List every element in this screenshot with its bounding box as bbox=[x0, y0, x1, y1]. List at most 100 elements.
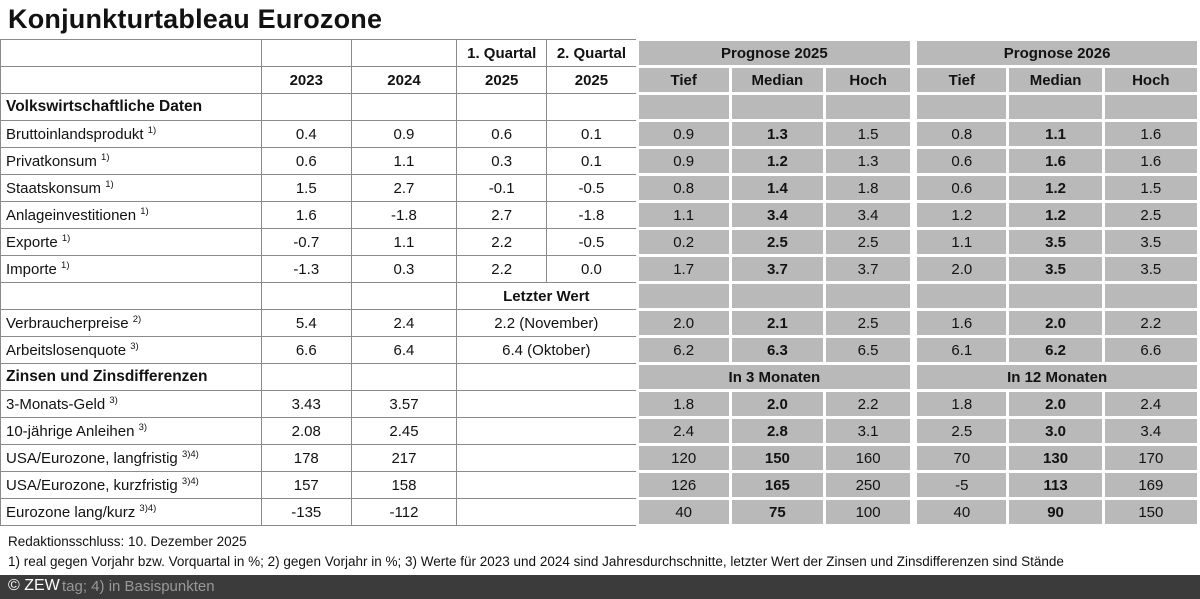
section-label: Volkswirtschaftliche Daten bbox=[0, 93, 262, 121]
table-cell: 6.6 bbox=[260, 336, 352, 364]
table-cell: 0.2 bbox=[635, 227, 732, 257]
table-cell: 1.6 bbox=[910, 308, 1010, 338]
table-cell: 165 bbox=[728, 470, 827, 500]
table-row: Importe 1) -1.3 0.3 2.2 0.0 1.7 3.7 3.7 2.0 3.5 3.… bbox=[0, 254, 1200, 284]
col-header-2025-q2: 2025 bbox=[546, 66, 638, 94]
table-cell: 3.4 bbox=[1101, 416, 1200, 446]
table-cell: 6.4 bbox=[350, 336, 458, 364]
table-cell: 170 bbox=[1101, 443, 1200, 473]
row-label: Bruttoinlandsprodukt 1) bbox=[0, 120, 262, 148]
row-label: USA/Eurozone, langfristig 3)4) bbox=[0, 444, 262, 472]
konjunktur-table: 1. Quartal 2. Quartal Prognose 2025 Prog… bbox=[0, 38, 1200, 527]
row-label: Eurozone lang/kurz 3)4) bbox=[0, 498, 262, 526]
table-cell: -0.1 bbox=[456, 174, 548, 202]
footer-notes: Redaktionsschluss: 10. Dezember 2025 1) … bbox=[0, 527, 1200, 573]
table-cell bbox=[1006, 92, 1105, 122]
page-title: Konjunkturtableau Eurozone bbox=[8, 4, 383, 34]
table-cell: 2.4 bbox=[350, 309, 458, 337]
table-cell bbox=[260, 93, 352, 121]
table-cell: 3.5 bbox=[1101, 254, 1200, 284]
table-cell: 6.3 bbox=[728, 335, 827, 365]
table-row: USA/Eurozone, langfristig 3)4) 178 217 120 1… bbox=[0, 443, 1200, 473]
table-cell bbox=[456, 390, 638, 418]
table-cell: 1.3 bbox=[728, 119, 827, 149]
header-spacer bbox=[0, 39, 262, 67]
table-cell: 3.7 bbox=[822, 254, 916, 284]
table-cell bbox=[1006, 281, 1105, 311]
table-cell bbox=[546, 93, 638, 121]
table-cell: 1.1 bbox=[635, 200, 732, 230]
table-cell: 75 bbox=[728, 497, 827, 527]
table-cell: 120 bbox=[635, 443, 732, 473]
table-cell: 6.2 bbox=[1006, 335, 1105, 365]
table-cell: 2.45 bbox=[350, 417, 458, 445]
table-cell bbox=[635, 281, 732, 311]
table-cell: 1.8 bbox=[910, 389, 1010, 419]
table-row: Letzter Wert bbox=[0, 281, 1200, 311]
table-cell bbox=[1101, 281, 1200, 311]
col-header-q2: 2. Quartal bbox=[546, 39, 638, 67]
table-cell bbox=[910, 92, 1010, 122]
table-cell: 2.2 bbox=[456, 228, 548, 256]
table-cell: 3.57 bbox=[350, 390, 458, 418]
table-cell: 2.0 bbox=[635, 308, 732, 338]
row-label: Staatskonsum 1) bbox=[0, 174, 262, 202]
table-cell: 1.1 bbox=[1006, 119, 1105, 149]
footnote-fragment: tag; 4) in Basispunkten bbox=[62, 578, 215, 595]
table-cell: 5.4 bbox=[260, 309, 352, 337]
table-cell: In 3 Monaten bbox=[635, 362, 916, 392]
table-cell: 1.8 bbox=[635, 389, 732, 419]
table-cell: 1.8 bbox=[822, 173, 916, 203]
table-row: Eurozone lang/kurz 3)4) -135 -112 40 75 100 40… bbox=[0, 497, 1200, 527]
table-cell: 2.08 bbox=[260, 417, 352, 445]
table-cell: 2.4 bbox=[635, 416, 732, 446]
col-header-2025-q1: 2025 bbox=[456, 66, 548, 94]
table-cell: 2.7 bbox=[456, 201, 548, 229]
table-cell: 157 bbox=[260, 471, 352, 499]
table-cell: 0.6 bbox=[260, 147, 352, 175]
col-header-2023: 2023 bbox=[260, 66, 352, 94]
header-spacer bbox=[350, 39, 458, 67]
table-cell: 1.2 bbox=[728, 146, 827, 176]
table-cell: 3.5 bbox=[1006, 227, 1105, 257]
table-cell: 113 bbox=[1006, 470, 1105, 500]
col-header-tief-2026: Tief bbox=[910, 65, 1010, 95]
row-label bbox=[0, 282, 262, 310]
table-cell: 1.2 bbox=[1006, 173, 1105, 203]
table-cell: 0.9 bbox=[635, 146, 732, 176]
table-cell: 40 bbox=[635, 497, 732, 527]
row-label: Privatkonsum 1) bbox=[0, 147, 262, 175]
table-cell bbox=[350, 282, 458, 310]
table-cell: 2.0 bbox=[728, 389, 827, 419]
table-cell: 178 bbox=[260, 444, 352, 472]
table-cell bbox=[728, 92, 827, 122]
header-spacer bbox=[0, 66, 262, 94]
table-cell: 1.1 bbox=[350, 147, 458, 175]
table-cell: 130 bbox=[1006, 443, 1105, 473]
table-cell: -1.3 bbox=[260, 255, 352, 283]
table-cell: 2.5 bbox=[910, 416, 1010, 446]
table-cell: 3.5 bbox=[1101, 227, 1200, 257]
table-row: Bruttoinlandsprodukt 1) 0.4 0.9 0.6 0.1 0.9 1.… bbox=[0, 119, 1200, 149]
table-row: Arbeitslosenquote 3) 6.6 6.4 6.4 (Oktober) 6… bbox=[0, 335, 1200, 365]
table-cell: 2.2 bbox=[1101, 308, 1200, 338]
table-row: Volkswirtschaftliche Daten bbox=[0, 92, 1200, 122]
table-cell bbox=[822, 281, 916, 311]
table-cell: 1.4 bbox=[728, 173, 827, 203]
table-cell: 2.5 bbox=[822, 227, 916, 257]
table-cell: 2.0 bbox=[1006, 389, 1105, 419]
table-cell: -1.8 bbox=[546, 201, 638, 229]
table-cell: 2.5 bbox=[728, 227, 827, 257]
table-cell bbox=[260, 363, 352, 391]
redaktionsschluss-line: Redaktionsschluss: 10. Dezember 2025 bbox=[8, 534, 247, 549]
header-spacer bbox=[260, 39, 352, 67]
table-row: Anlageinvestitionen 1) 1.6 -1.8 2.7 -1.8 1.1 3… bbox=[0, 200, 1200, 230]
table-cell: 250 bbox=[822, 470, 916, 500]
footer-bar: tag; 4) in Basispunkten © ZEW bbox=[0, 575, 1200, 599]
row-label: Verbraucherpreise 2) bbox=[0, 309, 262, 337]
table-cell: -1.8 bbox=[350, 201, 458, 229]
table-cell: Letzter Wert bbox=[456, 282, 638, 310]
col-header-hoch-2025: Hoch bbox=[822, 65, 916, 95]
table-cell: -112 bbox=[350, 498, 458, 526]
table-row: Zinsen und Zinsdifferenzen In 3 Monaten In… bbox=[0, 362, 1200, 392]
